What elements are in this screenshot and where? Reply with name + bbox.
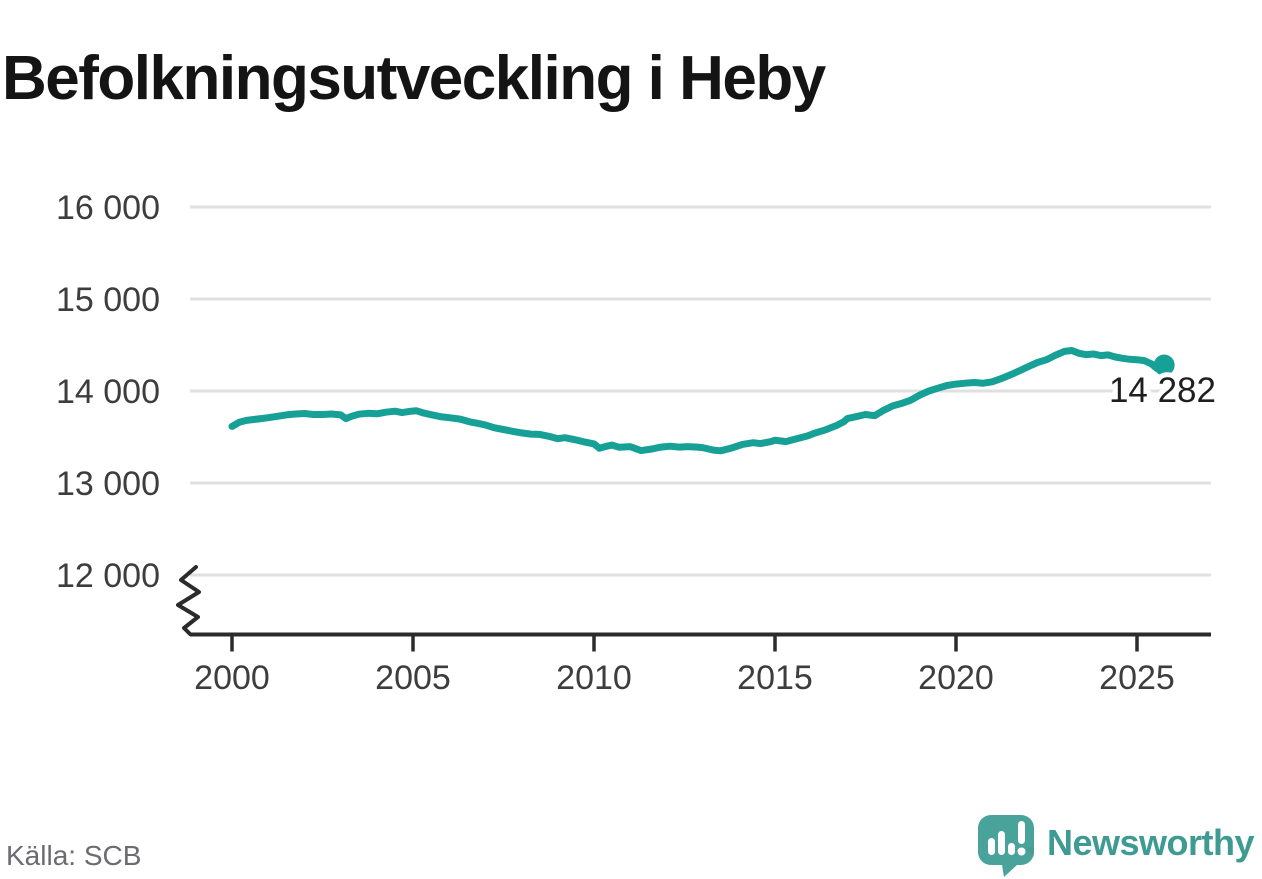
x-axis-labels: 2000 2005 2010 2015 2020 2025 [194, 659, 1175, 697]
y-tick-label: 15 000 [56, 281, 160, 319]
population-line [228, 347, 1168, 455]
brand-lockup: Newsworthy [977, 814, 1255, 878]
end-point-marker [1153, 354, 1175, 376]
y-tick-label: 16 000 [56, 189, 160, 227]
end-value-label: 14 282 [1104, 366, 1221, 415]
x-tick-label: 2005 [375, 659, 451, 697]
y-tick-label: 13 000 [56, 465, 160, 503]
y-axis-labels: 16 000 15 000 14 000 13 000 12 000 [56, 189, 160, 595]
x-tick-label: 2025 [1099, 659, 1175, 697]
series-line [228, 347, 1168, 455]
end-point-dot [1153, 354, 1175, 376]
x-tick-label: 2020 [918, 659, 994, 697]
axis-break-symbol [176, 565, 201, 636]
x-axis [190, 632, 1211, 652]
x-tick-label: 2000 [194, 659, 270, 697]
x-tick-label: 2015 [737, 659, 813, 697]
source-note: Källa: SCB [6, 840, 142, 871]
brand-name: Newsworthy [1046, 822, 1255, 863]
bar-chart-speech-bubble-icon [977, 815, 1034, 877]
gridlines [190, 205, 1211, 577]
y-tick-label: 14 000 [56, 373, 160, 411]
axis-break-zigzag [176, 565, 201, 636]
y-tick-label: 12 000 [56, 557, 160, 595]
x-tick-label: 2010 [556, 659, 632, 697]
end-value-text: 14 282 [1109, 371, 1216, 410]
page-title: Befolkningsutveckling i Heby [2, 43, 826, 113]
